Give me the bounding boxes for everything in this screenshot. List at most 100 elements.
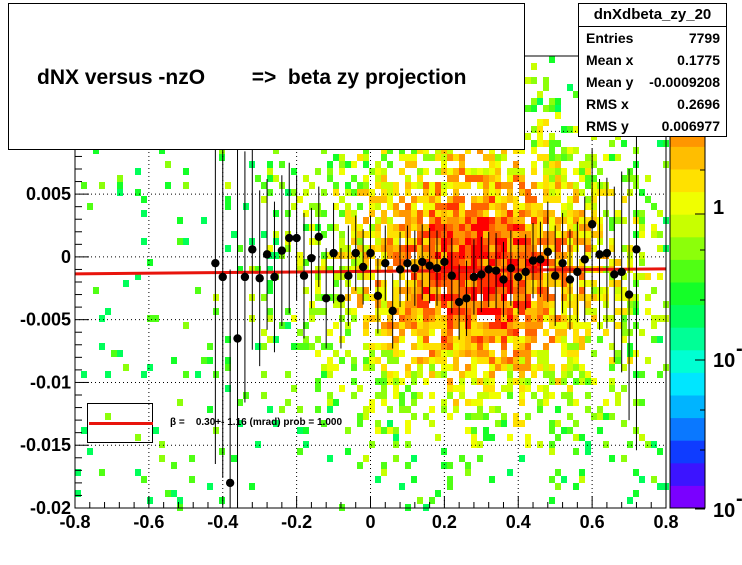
profile-point	[314, 232, 323, 241]
heatmap-cell	[501, 294, 507, 301]
heatmap-cell	[435, 154, 441, 161]
heatmap-cell	[387, 161, 393, 168]
profile-point	[240, 272, 250, 282]
heatmap-cell	[585, 175, 591, 182]
heatmap-cell	[381, 399, 387, 406]
heatmap-cell	[531, 336, 537, 343]
heatmap-cell	[447, 301, 453, 308]
heatmap-cell	[333, 364, 339, 371]
heatmap-cell	[471, 378, 477, 385]
color-scale-bin	[670, 236, 705, 260]
heatmap-cell	[369, 294, 375, 301]
heatmap-cell	[489, 350, 495, 357]
heatmap-cell	[333, 154, 339, 161]
y-tick-label: -0.02	[30, 498, 71, 518]
heatmap-cell	[489, 224, 495, 231]
heatmap-cell	[561, 203, 567, 210]
heatmap-cell	[375, 203, 381, 210]
heatmap-cell	[261, 182, 267, 189]
heatmap-cell	[441, 448, 447, 455]
heatmap-cell	[381, 147, 387, 154]
heatmap-cell	[639, 217, 645, 224]
heatmap-cell	[423, 196, 429, 203]
heatmap-cell	[381, 252, 387, 259]
color-scale: 110-110-2	[669, 55, 742, 522]
heatmap-cell	[525, 322, 531, 329]
heatmap-cell	[417, 175, 423, 182]
heatmap-cell	[393, 343, 399, 350]
heatmap-cell	[357, 420, 363, 427]
heatmap-cell	[543, 329, 549, 336]
heatmap-cell	[627, 441, 633, 448]
heatmap-cell	[483, 189, 489, 196]
heatmap-cell	[483, 203, 489, 210]
heatmap-cell	[159, 147, 165, 154]
heatmap-cell	[507, 182, 513, 189]
heatmap-cell	[333, 203, 339, 210]
heatmap-cell	[471, 399, 477, 406]
heatmap-cell	[405, 210, 411, 217]
heatmap-cell	[537, 140, 543, 147]
heatmap-cell	[441, 147, 447, 154]
heatmap-cell	[651, 476, 657, 483]
heatmap-cell	[555, 329, 561, 336]
heatmap-cell	[561, 427, 567, 434]
heatmap-cell	[465, 175, 471, 182]
heatmap-cell	[327, 392, 333, 399]
heatmap-cell	[603, 315, 609, 322]
heatmap-cell	[387, 427, 393, 434]
heatmap-cell	[495, 252, 501, 259]
heatmap-cell	[459, 371, 465, 378]
heatmap-cell	[147, 364, 153, 371]
heatmap-cell	[483, 280, 489, 287]
heatmap-cell	[501, 413, 507, 420]
heatmap-cell	[423, 343, 429, 350]
heatmap-cell	[477, 175, 483, 182]
profile-point	[262, 250, 272, 259]
heatmap-cell	[399, 252, 405, 259]
heatmap-cell	[333, 224, 339, 231]
heatmap-cell	[549, 497, 555, 504]
heatmap-cell	[621, 308, 627, 315]
profile-point	[373, 291, 383, 301]
heatmap-cell	[315, 273, 321, 280]
z-tick-label: 1	[713, 197, 724, 219]
heatmap-cell	[411, 161, 417, 168]
heatmap-cell	[363, 154, 369, 161]
color-scale-bin	[670, 282, 705, 306]
heatmap-cell	[507, 217, 513, 224]
heatmap-cell	[519, 175, 525, 182]
heatmap-cell	[447, 259, 453, 266]
heatmap-cell	[375, 161, 381, 168]
heatmap-cell	[549, 210, 555, 217]
heatmap-cell	[615, 210, 621, 217]
heatmap-cell	[99, 182, 105, 189]
profile-point	[299, 271, 309, 280]
heatmap-cell	[327, 371, 333, 378]
heatmap-cell	[489, 336, 495, 343]
y-tick-label: -0.01	[30, 372, 71, 392]
heatmap-cell	[561, 210, 567, 217]
heatmap-cell	[483, 343, 489, 350]
heatmap-cell	[477, 224, 483, 231]
heatmap-cell	[345, 448, 351, 455]
heatmap-cell	[585, 203, 591, 210]
heatmap-cell	[537, 441, 543, 448]
heatmap-cell	[651, 287, 657, 294]
heatmap-cell	[411, 280, 417, 287]
heatmap-cell	[507, 287, 513, 294]
heatmap-cell	[225, 385, 231, 392]
heatmap-cell	[489, 357, 495, 364]
heatmap-cell	[657, 336, 663, 343]
heatmap-cell	[585, 238, 591, 245]
heatmap-cell	[489, 147, 495, 154]
heatmap-cell	[603, 441, 609, 448]
heatmap-cell	[267, 161, 273, 168]
heatmap-cell	[537, 294, 543, 301]
profile-point	[388, 306, 397, 316]
heatmap-cell	[375, 392, 381, 399]
heatmap-cell	[489, 301, 495, 308]
heatmap-cell	[465, 238, 471, 245]
heatmap-cell	[435, 308, 441, 315]
heatmap-cell	[657, 448, 663, 455]
